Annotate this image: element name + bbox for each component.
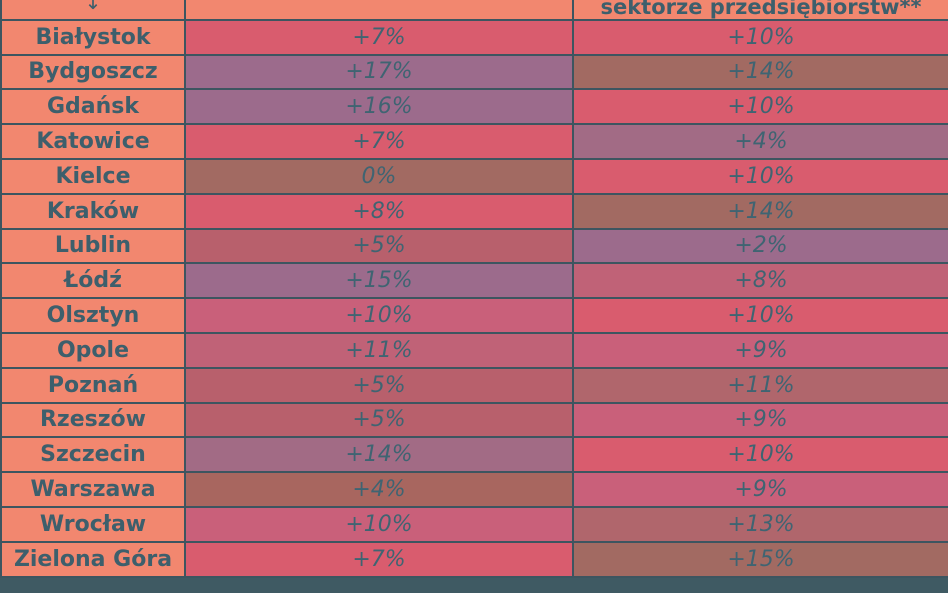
- city-name-cell: Zielona Góra: [0, 540, 186, 578]
- col2-value-cell: +4%: [572, 123, 948, 160]
- wage-change-table: ↓ sektorze przedsiębiorstw** Białystok +7…: [0, 0, 948, 578]
- col1-value-cell: +10%: [184, 297, 574, 334]
- header-arrow-cell: ↓: [0, 0, 186, 21]
- table-row: Opole +11% +9%: [0, 331, 948, 369]
- table-row: Kraków +8% +14%: [0, 192, 948, 230]
- col1-value-cell: +7%: [184, 123, 574, 160]
- col1-value-cell: +14%: [184, 436, 574, 474]
- col1-value-cell: +5%: [184, 227, 574, 265]
- table-row: Lublin +5% +2%: [0, 227, 948, 265]
- col1-value-cell: +5%: [184, 366, 574, 404]
- city-name-cell: Białystok: [0, 18, 186, 56]
- col2-value-cell: +10%: [572, 18, 948, 56]
- col1-value-cell: +17%: [184, 53, 574, 91]
- city-name-cell: Kraków: [0, 192, 186, 230]
- city-name-cell: Łódź: [0, 262, 186, 300]
- table-row: Bydgoszcz +17% +14%: [0, 53, 948, 91]
- table-row: Kielce 0% +10%: [0, 157, 948, 195]
- col2-value-cell: +15%: [572, 540, 948, 578]
- header-col2: [184, 0, 574, 21]
- col1-value-cell: +8%: [184, 192, 574, 230]
- col2-value-cell: +10%: [572, 436, 948, 474]
- col2-value-cell: +9%: [572, 331, 948, 369]
- table-row: Łódź +15% +8%: [0, 262, 948, 300]
- city-name-cell: Lublin: [0, 227, 186, 265]
- col2-value-cell: +10%: [572, 157, 948, 195]
- city-name-cell: Olsztyn: [0, 297, 186, 334]
- down-arrow-icon: ↓: [84, 0, 102, 15]
- city-name-cell: Opole: [0, 331, 186, 369]
- city-name-cell: Szczecin: [0, 436, 186, 474]
- col2-value-cell: +9%: [572, 401, 948, 439]
- table-row: Rzeszów +5% +9%: [0, 401, 948, 439]
- table-row: Poznań +5% +11%: [0, 366, 948, 404]
- city-name-cell: Rzeszów: [0, 401, 186, 439]
- header-col3: sektorze przedsiębiorstw**: [572, 0, 948, 21]
- col1-value-cell: +4%: [184, 471, 574, 508]
- city-name-cell: Gdańsk: [0, 88, 186, 126]
- col2-value-cell: +10%: [572, 297, 948, 334]
- table-row: Warszawa +4% +9%: [0, 471, 948, 508]
- col2-value-cell: +11%: [572, 366, 948, 404]
- table-body: ↓ sektorze przedsiębiorstw** Białystok +7…: [0, 0, 948, 578]
- table-row: Zielona Góra +7% +15%: [0, 540, 948, 578]
- col1-value-cell: +16%: [184, 88, 574, 126]
- col2-value-cell: +13%: [572, 505, 948, 543]
- col1-value-cell: +10%: [184, 505, 574, 543]
- city-name-cell: Kielce: [0, 157, 186, 195]
- col2-value-cell: +8%: [572, 262, 948, 300]
- col2-value-cell: +10%: [572, 88, 948, 126]
- col1-value-cell: +7%: [184, 18, 574, 56]
- col1-value-cell: +7%: [184, 540, 574, 578]
- city-name-cell: Poznań: [0, 366, 186, 404]
- city-name-cell: Katowice: [0, 123, 186, 160]
- table-row: Gdańsk +16% +10%: [0, 88, 948, 126]
- city-name-cell: Wrocław: [0, 505, 186, 543]
- header-row: ↓ sektorze przedsiębiorstw**: [0, 0, 948, 21]
- col1-value-cell: 0%: [184, 157, 574, 195]
- city-name-cell: Warszawa: [0, 471, 186, 508]
- table-row: Katowice +7% +4%: [0, 123, 948, 160]
- table-row: Wrocław +10% +13%: [0, 505, 948, 543]
- col2-value-cell: +14%: [572, 192, 948, 230]
- col1-value-cell: +11%: [184, 331, 574, 369]
- table-row: Białystok +7% +10%: [0, 18, 948, 56]
- col2-value-cell: +9%: [572, 471, 948, 508]
- col1-value-cell: +15%: [184, 262, 574, 300]
- table-row: Olsztyn +10% +10%: [0, 297, 948, 334]
- col2-value-cell: +14%: [572, 53, 948, 91]
- col1-value-cell: +5%: [184, 401, 574, 439]
- table-row: Szczecin +14% +10%: [0, 436, 948, 474]
- city-name-cell: Bydgoszcz: [0, 53, 186, 91]
- col2-value-cell: +2%: [572, 227, 948, 265]
